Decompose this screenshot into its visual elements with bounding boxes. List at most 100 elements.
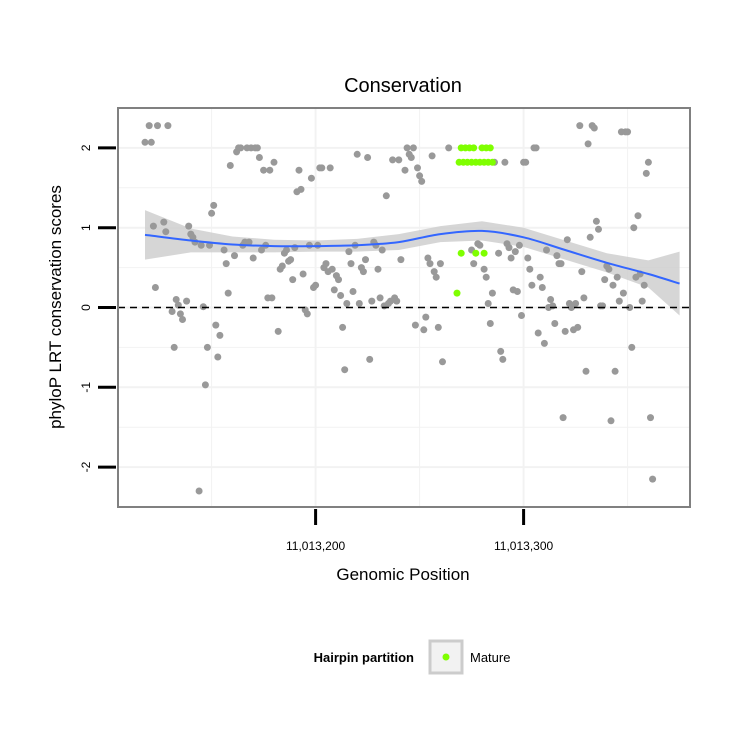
data-point	[382, 192, 390, 200]
data-point	[515, 241, 523, 249]
data-point	[216, 331, 224, 339]
data-point-mature	[472, 249, 480, 257]
data-point	[160, 218, 168, 226]
data-point	[536, 273, 544, 281]
legend-label-mature: Mature	[470, 650, 510, 665]
data-point	[409, 144, 417, 152]
data-point	[580, 294, 588, 302]
data-point	[526, 265, 534, 273]
data-point	[418, 177, 426, 185]
data-point	[268, 294, 276, 302]
data-point	[322, 260, 330, 268]
data-point	[551, 320, 559, 327]
data-point-mature	[480, 249, 488, 257]
data-point	[511, 248, 519, 256]
data-point	[476, 241, 484, 249]
plot-frame	[117, 107, 691, 508]
data-point	[557, 260, 565, 268]
x-tick-label: 11,013,300	[494, 539, 553, 553]
data-point	[420, 326, 428, 334]
data-point	[151, 284, 159, 291]
data-point	[297, 185, 305, 193]
data-point	[584, 140, 592, 148]
y-tick-label: -1	[79, 382, 93, 393]
data-point	[553, 252, 561, 260]
data-point	[183, 297, 191, 305]
data-point	[426, 260, 434, 268]
data-point	[640, 281, 648, 289]
data-point	[147, 138, 155, 146]
data-point	[432, 273, 440, 281]
data-point	[576, 122, 584, 130]
data-point	[149, 222, 157, 230]
data-point	[628, 343, 636, 351]
data-point	[318, 164, 326, 172]
data-point	[195, 487, 203, 495]
data-point	[647, 414, 654, 422]
data-point	[642, 169, 650, 177]
data-point	[355, 300, 363, 307]
plot-area	[117, 107, 691, 508]
data-point	[270, 158, 278, 166]
data-point	[513, 288, 521, 295]
smooth-trend-line	[144, 229, 680, 285]
data-point	[224, 289, 232, 297]
data-point	[611, 367, 619, 375]
data-point	[255, 154, 263, 161]
data-point	[439, 358, 446, 366]
data-point	[528, 281, 536, 289]
data-point	[374, 265, 382, 273]
data-point	[434, 323, 442, 331]
legend-title: Hairpin partition	[314, 650, 414, 665]
data-points	[141, 122, 657, 495]
data-point	[630, 224, 638, 232]
x-tick-label: 11,013,200	[286, 539, 345, 553]
data-point	[595, 225, 602, 233]
legend-key-box	[428, 639, 464, 675]
data-point	[376, 294, 384, 302]
data-point	[328, 265, 336, 273]
data-point	[303, 310, 311, 318]
legend-key-mature	[442, 653, 450, 661]
data-point	[162, 228, 170, 236]
data-point	[210, 201, 218, 209]
data-point	[424, 254, 432, 262]
data-point	[540, 339, 548, 347]
data-point	[168, 308, 176, 315]
data-point	[164, 122, 172, 130]
data-point	[339, 323, 347, 331]
data-point	[599, 302, 607, 310]
data-point	[484, 300, 492, 307]
data-point	[486, 320, 494, 327]
data-point	[592, 217, 600, 225]
data-point	[326, 164, 334, 172]
data-point	[368, 297, 376, 305]
data-point	[145, 122, 153, 130]
data-point	[619, 289, 627, 297]
data-point	[559, 414, 567, 422]
data-point	[289, 276, 297, 284]
data-point-mature	[457, 249, 465, 257]
data-point	[495, 249, 503, 257]
data-point	[428, 152, 436, 160]
data-point	[561, 327, 569, 335]
data-point	[141, 138, 149, 146]
data-point	[613, 273, 621, 281]
data-point	[299, 270, 307, 278]
data-point	[222, 260, 230, 268]
data-point-mature	[453, 289, 461, 297]
data-point	[507, 254, 515, 262]
data-point	[343, 300, 351, 307]
data-point	[649, 475, 657, 483]
data-point	[208, 209, 216, 217]
data-point	[505, 244, 513, 252]
data-point	[430, 268, 438, 276]
data-point	[395, 156, 403, 164]
data-point	[258, 246, 265, 254]
y-tick-label: 1	[79, 224, 93, 231]
data-point	[547, 296, 555, 303]
data-point	[249, 254, 257, 262]
data-point	[563, 236, 571, 244]
data-point-mature	[470, 144, 478, 152]
